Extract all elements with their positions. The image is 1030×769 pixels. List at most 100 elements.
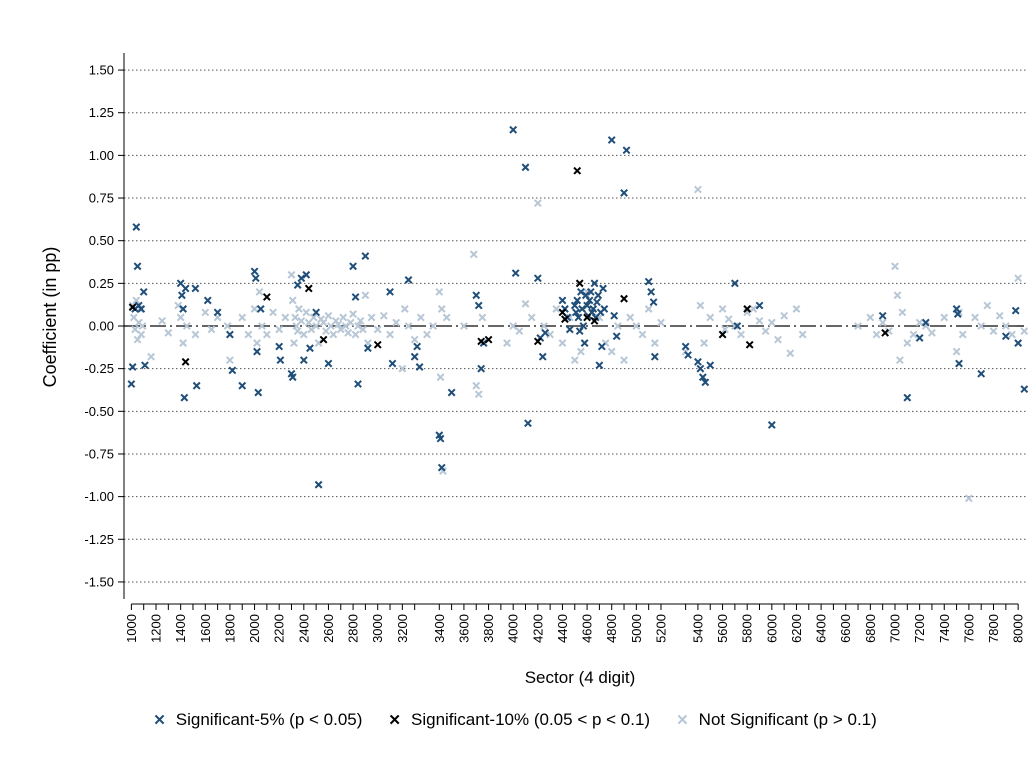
legend-label-sig5: Significant-5% (p < 0.05) bbox=[175, 710, 363, 729]
data-point bbox=[590, 316, 599, 325]
data-point bbox=[521, 299, 530, 308]
data-point bbox=[287, 270, 296, 279]
data-point bbox=[650, 339, 659, 347]
data-point bbox=[137, 305, 146, 313]
data-point bbox=[132, 296, 141, 305]
x-tick-label: 2200 bbox=[272, 614, 287, 643]
data-point bbox=[977, 369, 986, 378]
x-tick-label: 5600 bbox=[715, 614, 730, 643]
x-tick-label: 3200 bbox=[395, 614, 410, 643]
data-point bbox=[893, 291, 902, 300]
data-point bbox=[191, 330, 200, 339]
legend-marker-sig5: ✕ bbox=[153, 711, 166, 729]
data-point bbox=[238, 381, 247, 390]
data-point bbox=[329, 330, 338, 339]
y-tick-label: 0.25 bbox=[89, 276, 114, 291]
x-tick-label: 3400 bbox=[432, 614, 447, 643]
data-point bbox=[478, 313, 487, 322]
x-tick-label: 4400 bbox=[555, 614, 570, 643]
legend-item-sig5: ✕ Significant-5% (p < 0.05) bbox=[153, 710, 362, 730]
data-point bbox=[515, 327, 524, 336]
x-tick-label: 5400 bbox=[690, 614, 705, 643]
data-point bbox=[254, 388, 263, 397]
data-point bbox=[698, 373, 707, 382]
data-point bbox=[579, 322, 588, 330]
legend-label-notsig: Not Significant (p > 0.1) bbox=[698, 710, 877, 729]
data-point bbox=[359, 325, 367, 334]
x-tick-label: 3000 bbox=[370, 614, 385, 643]
data-point bbox=[138, 322, 147, 330]
data-point bbox=[561, 315, 569, 324]
data-point bbox=[361, 252, 370, 260]
data-point bbox=[179, 305, 188, 313]
y-tick-label: 1.50 bbox=[89, 63, 114, 78]
data-point bbox=[373, 325, 382, 334]
data-point bbox=[281, 313, 290, 322]
data-point bbox=[733, 322, 742, 330]
x-tick-label: 1200 bbox=[149, 614, 164, 643]
data-point bbox=[583, 301, 591, 310]
data-point bbox=[620, 189, 628, 197]
data-point bbox=[253, 339, 261, 347]
data-point bbox=[952, 347, 961, 356]
data-point bbox=[638, 330, 647, 339]
data-point bbox=[552, 305, 561, 313]
data-point bbox=[436, 434, 445, 443]
data-point bbox=[866, 313, 875, 322]
x-tick-label: 6400 bbox=[814, 614, 829, 643]
data-point bbox=[626, 313, 635, 322]
x-tick-label: 1600 bbox=[198, 614, 213, 643]
data-point bbox=[575, 327, 584, 336]
data-point bbox=[599, 284, 608, 293]
data-point bbox=[176, 313, 185, 322]
data-point bbox=[558, 339, 567, 347]
data-point bbox=[724, 315, 733, 324]
data-point bbox=[575, 279, 584, 288]
data-point bbox=[177, 291, 186, 300]
data-point bbox=[356, 316, 365, 325]
x-tick-label: 2000 bbox=[247, 614, 262, 643]
chart-svg: 1.50 1.25 1.00 0.75 0.50 0.25 0.00 -0.25 -0.50 -0… bbox=[40, 53, 1029, 687]
data-point bbox=[964, 494, 973, 503]
data-point bbox=[718, 305, 727, 313]
y-tick-label: 1.00 bbox=[89, 148, 114, 163]
data-point bbox=[644, 305, 653, 313]
y-tick-label: 0.00 bbox=[89, 319, 114, 334]
data-point bbox=[293, 281, 302, 289]
data-point bbox=[565, 313, 574, 322]
data-point bbox=[730, 322, 739, 330]
x-tick-label: 3600 bbox=[456, 614, 471, 643]
data-point bbox=[474, 301, 483, 310]
data-point bbox=[386, 330, 394, 339]
data-point bbox=[1014, 339, 1023, 347]
data-point bbox=[749, 305, 758, 313]
data-point bbox=[262, 293, 271, 301]
data-point bbox=[1001, 332, 1010, 341]
data-point bbox=[632, 322, 641, 330]
data-point bbox=[361, 291, 370, 300]
x-tick-label: 6000 bbox=[764, 614, 779, 643]
data-point bbox=[346, 318, 355, 327]
data-point bbox=[297, 274, 306, 283]
data-point bbox=[258, 322, 266, 330]
data-point bbox=[158, 316, 167, 325]
data-point bbox=[573, 166, 582, 175]
data-point bbox=[341, 322, 350, 330]
data-point bbox=[1020, 327, 1029, 336]
data-point bbox=[612, 332, 621, 341]
data-point bbox=[706, 361, 715, 370]
data-point bbox=[139, 287, 148, 296]
data-point bbox=[164, 328, 173, 337]
data-point bbox=[577, 287, 585, 296]
data-point bbox=[696, 364, 705, 373]
data-point bbox=[595, 361, 604, 370]
data-point bbox=[503, 339, 511, 347]
data-point bbox=[737, 330, 745, 339]
data-point bbox=[546, 330, 555, 339]
x-tick-label: 5000 bbox=[629, 614, 644, 643]
data-point bbox=[477, 364, 486, 373]
data-point bbox=[1014, 274, 1023, 283]
data-point bbox=[250, 267, 259, 276]
data-point bbox=[201, 308, 210, 317]
data-point bbox=[312, 322, 321, 330]
